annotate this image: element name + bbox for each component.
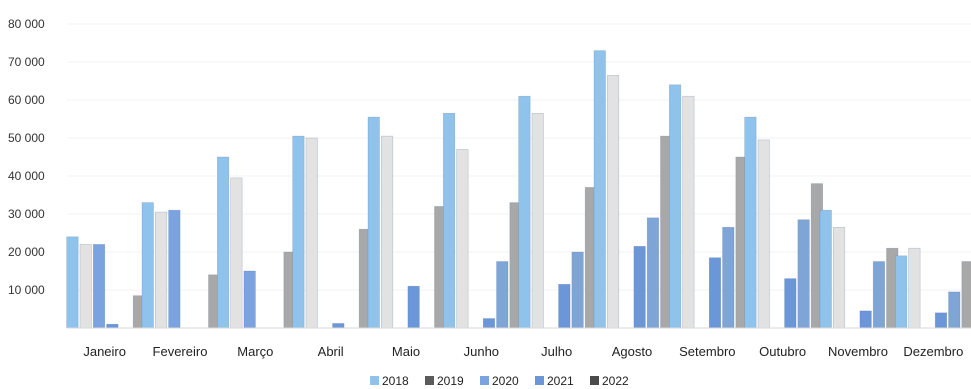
bar-2021 bbox=[558, 283, 571, 329]
bar-2019 bbox=[832, 227, 846, 329]
bar-2019 bbox=[682, 95, 695, 329]
bar-2021 bbox=[708, 257, 722, 329]
x-tick-label: Maio bbox=[392, 344, 420, 359]
y-tick-label: 60 000 bbox=[8, 93, 45, 107]
bar-2021 bbox=[496, 261, 509, 329]
legend-swatch bbox=[370, 376, 379, 385]
x-tick-label: Junho bbox=[464, 344, 499, 359]
bar-2021 bbox=[797, 219, 810, 329]
bar-2021 bbox=[934, 312, 948, 329]
bar-2018 bbox=[669, 84, 682, 329]
bar-2021 bbox=[948, 291, 961, 329]
bar-2018 bbox=[895, 255, 908, 329]
bar-2018 bbox=[367, 116, 380, 329]
bar-2019 bbox=[79, 244, 92, 329]
bar-2021 bbox=[482, 318, 496, 329]
bars bbox=[66, 50, 971, 329]
bar-2021 bbox=[407, 285, 420, 329]
x-tick-label: Novembro bbox=[828, 344, 888, 359]
legend-swatch bbox=[480, 376, 489, 385]
bar-2019 bbox=[380, 135, 394, 329]
legend-label: 2018 bbox=[382, 374, 409, 388]
bar-2019 bbox=[230, 177, 243, 329]
x-tick-label: Julho bbox=[541, 344, 572, 359]
bar-2018 bbox=[292, 135, 305, 329]
y-tick-label: 20 000 bbox=[8, 245, 45, 259]
bar-2021 bbox=[332, 323, 345, 329]
y-tick-label: 10 000 bbox=[8, 283, 45, 297]
x-tick-label: Setembro bbox=[679, 344, 735, 359]
legend-label: 2020 bbox=[492, 374, 519, 388]
bar-2019 bbox=[155, 211, 168, 329]
x-tick-label: Janeiro bbox=[83, 344, 126, 359]
bar-2020 bbox=[168, 209, 181, 329]
bar-2018 bbox=[443, 113, 456, 329]
bar-2018 bbox=[141, 202, 154, 329]
bar-2018 bbox=[819, 209, 832, 329]
bar-2018 bbox=[744, 116, 757, 329]
legend-label: 2021 bbox=[547, 374, 574, 388]
bar-2021 bbox=[872, 261, 886, 329]
legend: 2018 2019 2020 2021 2022 bbox=[370, 374, 629, 388]
y-tick-label: 80 000 bbox=[8, 17, 45, 31]
bar-2019 bbox=[908, 247, 921, 329]
y-axis-tick-labels: 10 000 20 000 30 000 40 000 50 000 60 000 70 0… bbox=[8, 17, 45, 297]
legend-swatch bbox=[425, 376, 434, 385]
x-tick-label: Abril bbox=[318, 344, 344, 359]
bar-2020 bbox=[92, 244, 106, 329]
y-tick-label: 30 000 bbox=[8, 207, 45, 221]
legend-label: 2019 bbox=[437, 374, 464, 388]
legend-label: 2022 bbox=[602, 374, 629, 388]
bar-2021 bbox=[106, 323, 119, 329]
bar-2019 bbox=[305, 137, 318, 329]
bar-2019 bbox=[456, 149, 469, 329]
x-tick-label: Agosto bbox=[612, 344, 652, 359]
x-tick-label: Março bbox=[237, 344, 273, 359]
bar-2018 bbox=[217, 156, 230, 329]
bar-2021 bbox=[784, 278, 797, 329]
x-tick-label: Dezembro bbox=[903, 344, 963, 359]
bar-2021 bbox=[859, 310, 872, 329]
bar-2020 bbox=[243, 270, 256, 329]
y-tick-label: 50 000 bbox=[8, 131, 45, 145]
y-tick-label: 40 000 bbox=[8, 169, 45, 183]
bar-2018 bbox=[518, 95, 531, 329]
legend-swatch bbox=[535, 376, 544, 385]
bar-2021 bbox=[571, 251, 584, 329]
x-tick-label: Fevereiro bbox=[153, 344, 208, 359]
legend-swatch bbox=[590, 376, 599, 385]
bar-2021 bbox=[633, 246, 646, 329]
bar-2019 bbox=[606, 75, 620, 329]
bar-2018 bbox=[593, 50, 606, 329]
bar-2021 bbox=[722, 227, 735, 329]
x-tick-label: Outubro bbox=[759, 344, 806, 359]
y-tick-label: 70 000 bbox=[8, 55, 45, 69]
bar-2019 bbox=[531, 113, 544, 329]
bar-2019 bbox=[757, 139, 770, 329]
bar-2021 bbox=[646, 217, 660, 329]
bar-2018 bbox=[66, 236, 79, 329]
bar-2022 bbox=[961, 261, 971, 329]
x-axis-tick-labels: Janeiro Fevereiro Março Abril Maio Junho Julho… bbox=[83, 344, 963, 359]
